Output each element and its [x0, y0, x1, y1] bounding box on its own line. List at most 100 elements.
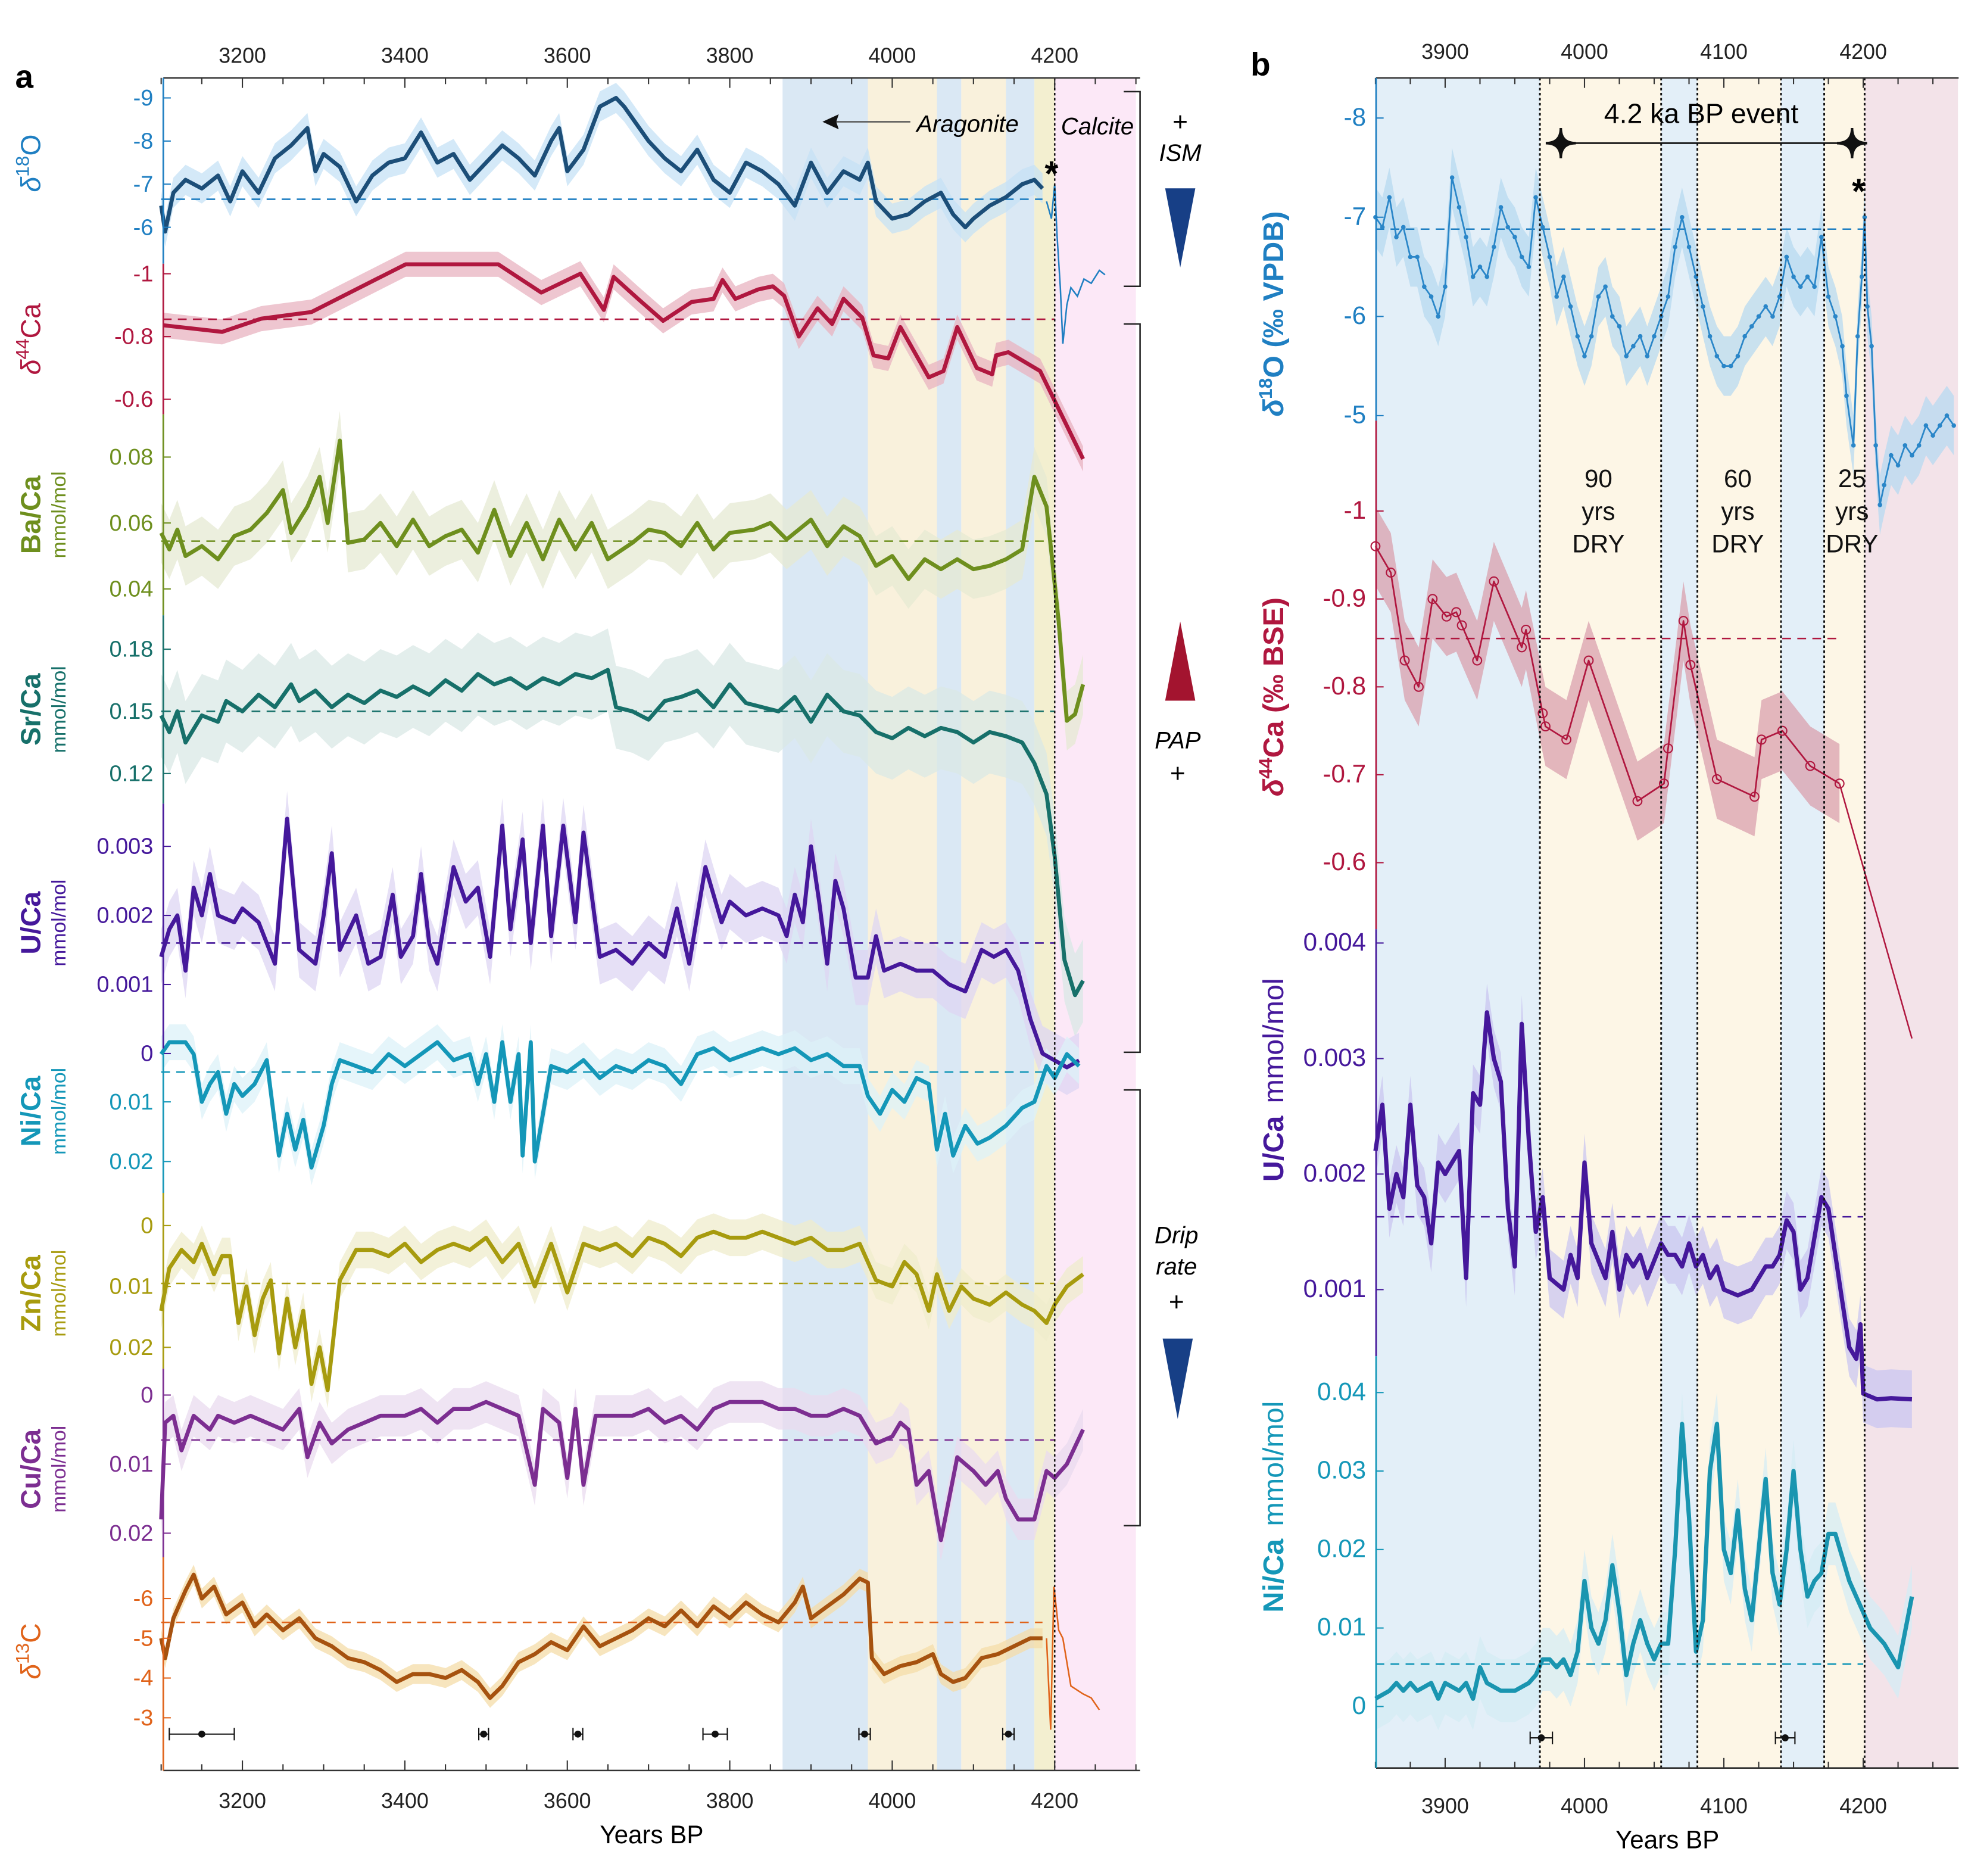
- UCa-unit: mmol/mol: [1258, 978, 1290, 1103]
- d18O-point: [1512, 235, 1517, 239]
- star-endpoint-icon: [1545, 127, 1576, 158]
- d13C-ytick-label: -3: [133, 1706, 154, 1731]
- d18O-point: [1798, 284, 1803, 289]
- ism-bracket: [1124, 91, 1141, 287]
- d18O-point: [1805, 274, 1810, 279]
- d18O-envelope: [1375, 148, 1954, 535]
- SrCa-ytick-label: 0.18: [110, 637, 154, 662]
- d44Ca-point: [1427, 594, 1438, 604]
- NiCa-ytick-label: 0.02: [110, 1149, 154, 1174]
- d44Ca-point: [1540, 721, 1551, 732]
- d18O-point: [1873, 443, 1878, 448]
- d18O-point: [1930, 433, 1935, 438]
- d18O-point: [1526, 264, 1532, 269]
- NiCa-unit: mmol/mol: [1258, 1401, 1290, 1526]
- panel-a-label: a: [15, 58, 33, 95]
- d18O-point: [1582, 354, 1587, 359]
- ylabel-main: δ: [15, 359, 46, 375]
- d18O-line: [159, 96, 1044, 234]
- d18O-point: [1855, 334, 1860, 339]
- d18O-point: [1610, 314, 1615, 319]
- pap-label: PAP: [1155, 728, 1200, 754]
- d18O-ytick-label: -6: [1344, 301, 1366, 329]
- ylabel-main: U/Ca: [15, 891, 46, 955]
- dry-label-text: DRY: [1711, 530, 1764, 558]
- d18O-point: [1951, 423, 1956, 428]
- d44Ca-point: [1711, 774, 1722, 784]
- BaCa-envelope: [161, 411, 1083, 750]
- d18O-point: [1944, 413, 1950, 418]
- ylabel-main: Ba/Ca: [15, 475, 46, 554]
- CuCa-envelope: [161, 1381, 1083, 1561]
- d44Ca-point: [1414, 681, 1424, 692]
- d18O-point: [1923, 423, 1929, 428]
- ylabel-main: Ni/Ca: [15, 1075, 46, 1146]
- d18O-point: [1865, 304, 1870, 309]
- d18O-point: [1819, 235, 1824, 239]
- d44Ca-point: [1489, 576, 1499, 587]
- dry-label-unit: yrs: [1721, 497, 1754, 525]
- d18O-point: [1449, 175, 1455, 180]
- CuCa-line: [159, 1400, 1085, 1542]
- d44Ca-point: [1456, 620, 1467, 631]
- age-date-point: [574, 1730, 582, 1738]
- NiCa-ytick-label: 0.03: [1317, 1456, 1366, 1484]
- annotation-shapes: [822, 91, 1867, 1527]
- d18O-ytick-label: -5: [1344, 401, 1366, 429]
- ylabel-main: Sr/Ca: [15, 672, 46, 745]
- dry-label-unit: yrs: [1835, 497, 1869, 525]
- d18O-point: [1484, 274, 1489, 279]
- d18O-point: [1394, 235, 1399, 239]
- d18O-point: [1833, 314, 1838, 319]
- d44Ca-ylabel: δ44Ca: [12, 303, 46, 375]
- ylabel-post: C: [15, 1623, 46, 1643]
- pap-triangle-up-icon: [1165, 621, 1196, 701]
- d18O-ytick-label: -6: [133, 215, 154, 240]
- d44Ca-line: [1374, 546, 1840, 802]
- NiCa-ytick-label: 0.02: [1317, 1534, 1366, 1562]
- period-band: [1661, 77, 1698, 1768]
- d18O-point: [1589, 334, 1594, 339]
- d18O-point: [1791, 274, 1796, 279]
- d18O-point: [1902, 443, 1908, 448]
- d18O-point: [1617, 324, 1622, 329]
- top-tick-label: 4000: [869, 43, 916, 67]
- NiCa-ytick-label: 0.04: [1317, 1378, 1366, 1406]
- dry-label-years: 60: [1724, 465, 1752, 493]
- d44Ca-point: [1441, 611, 1452, 622]
- NiCa-unit: mmol/mol: [48, 1068, 70, 1155]
- ZnCa-line: [159, 1229, 1084, 1392]
- d44Ca-point: [1834, 778, 1845, 789]
- d44Ca-point: [1678, 616, 1689, 627]
- d18O-point: [1859, 274, 1864, 279]
- d44Ca-ytick-label: -1: [1344, 496, 1366, 524]
- top-tick-label: 4200: [1839, 40, 1887, 64]
- d44Ca-point: [1658, 778, 1669, 789]
- d18O-point: [1443, 284, 1448, 289]
- d18O-point: [1624, 354, 1629, 359]
- ZnCa-ytick-label: 0: [141, 1213, 153, 1238]
- d44Ca-point: [1583, 655, 1594, 666]
- d18O-point: [1665, 294, 1671, 299]
- ylabel-post: Ca (‰ BSE): [1258, 597, 1290, 758]
- d18O-point: [1840, 344, 1845, 349]
- BaCa-line: [159, 438, 1086, 723]
- d18O-point: [1742, 334, 1747, 339]
- panel-a-xlabel: Years BP: [600, 1821, 703, 1849]
- d18O-point: [1916, 443, 1922, 448]
- UCa-ytick-label: 0.003: [96, 834, 153, 859]
- CuCa-ytick-label: 0.01: [110, 1452, 154, 1477]
- d18O-point: [1519, 254, 1524, 260]
- UCa-ytick-label: 0.002: [96, 903, 153, 928]
- UCa-line: [159, 817, 1080, 1070]
- UCa-ytick-label: 0: [141, 1042, 153, 1067]
- top-tick-label: 4100: [1700, 40, 1748, 64]
- d44Ca-line: [163, 262, 1085, 460]
- SrCa-line: [159, 668, 1085, 998]
- BaCa-ytick-label: 0.04: [110, 577, 154, 602]
- d18O-point: [1749, 324, 1754, 329]
- ylabel-sup: 18: [12, 156, 33, 177]
- top-tick-label: 4200: [1031, 43, 1078, 67]
- top-tick-label: 3400: [381, 43, 429, 67]
- NiCa-ytick-label: 0.01: [110, 1090, 154, 1115]
